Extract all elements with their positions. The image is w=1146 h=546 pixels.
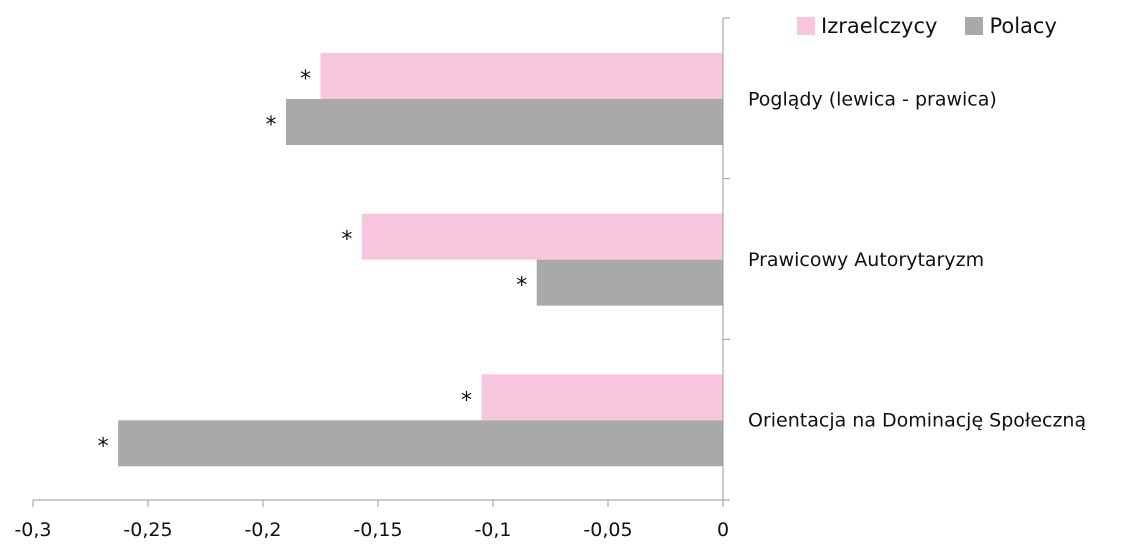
legend-swatch-polacy <box>965 17 984 35</box>
category-label-2: Orientacja na Dominację Społeczną <box>748 410 1086 432</box>
x-tick-label-5: -0,05 <box>583 519 632 541</box>
legend-item-polacy: Polacy <box>965 14 1057 38</box>
legend-label-izraelczycy: Izraelczycy <box>821 14 938 38</box>
legend: Izraelczycy Polacy <box>797 14 1057 38</box>
x-tick-label-2: -0,2 <box>244 519 281 541</box>
bar-0-1 <box>361 213 723 260</box>
significance-mark-1-2: * <box>98 434 109 459</box>
bar-1-2 <box>118 420 724 467</box>
legend-item-izraelczycy: Izraelczycy <box>797 14 937 38</box>
significance-mark-0-2: * <box>461 388 472 413</box>
x-tick-label-0: -0,3 <box>14 519 51 541</box>
category-label-1: Prawicowy Autorytaryzm <box>748 249 984 271</box>
legend-label-polacy: Polacy <box>989 14 1057 38</box>
labels-layer: * * Poglądy (lewica - prawica) * * Prawicowy … <box>14 17 1086 541</box>
x-tick-label-4: -0,1 <box>474 519 511 541</box>
significance-mark-1-0: * <box>266 113 277 138</box>
x-tick-label-6: 0 <box>717 519 729 541</box>
x-tick-label-1: -0,25 <box>123 519 172 541</box>
significance-mark-0-1: * <box>341 228 352 253</box>
legend-swatch-izraelczycy <box>797 17 815 35</box>
significance-mark-1-1: * <box>516 274 527 299</box>
bar-1-1 <box>536 259 723 306</box>
bars-layer <box>118 53 724 467</box>
bar-0-2 <box>481 374 723 421</box>
bar-1-0 <box>286 99 723 145</box>
significance-mark-0-0: * <box>300 67 311 92</box>
category-label-0: Poglądy (lewica - prawica) <box>748 88 997 110</box>
x-tick-label-3: -0,15 <box>353 519 402 541</box>
bar-0-0 <box>320 53 723 99</box>
